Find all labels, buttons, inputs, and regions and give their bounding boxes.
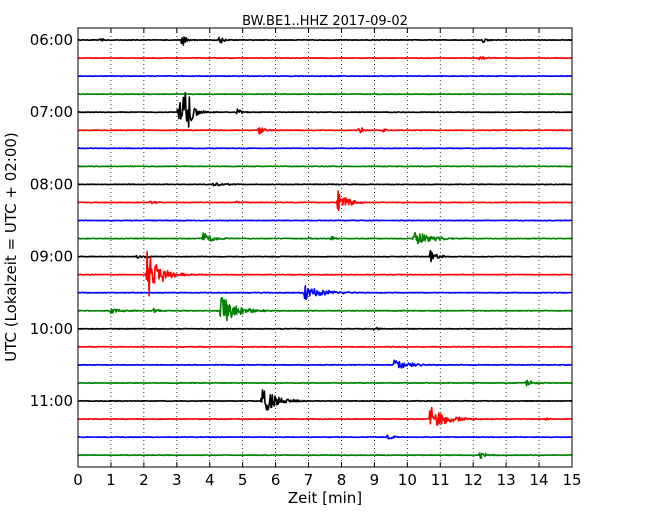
x-tick-label-12: 12 [464, 471, 483, 489]
x-axis-label: Zeit [min] [288, 489, 362, 507]
trace-0645 [77, 93, 573, 96]
chart-title: BW.BE1..HHZ 2017-09-02 [242, 14, 408, 29]
x-tick-label-10: 10 [398, 471, 417, 489]
x-tick-label-4: 4 [205, 471, 215, 489]
trace-1100 [77, 389, 573, 411]
trace-0815 [77, 190, 573, 212]
x-tick-label-1: 1 [106, 471, 116, 489]
y-tick-label-09:00: 09:00 [30, 248, 73, 266]
trace-0945 [77, 296, 573, 322]
x-tick-label-9: 9 [370, 471, 380, 489]
trace-0830 [77, 219, 573, 222]
trace-0845 [77, 231, 573, 245]
axes: 0 1 2 3 4 5 6 7 8 9 10 11 12 13 14 1506:0007:0008:0009:… [30, 27, 582, 489]
x-tick-label-15: 15 [562, 471, 581, 489]
trace-1000 [77, 326, 573, 331]
trace-1015 [77, 345, 573, 348]
x-tick-label-0: 0 [73, 471, 83, 489]
trace-0700 [77, 91, 573, 128]
trace-1045 [77, 379, 573, 387]
trace-0730 [77, 147, 573, 150]
x-tick-label-6: 6 [271, 471, 281, 489]
trace-0630 [77, 74, 573, 78]
seismic-traces [77, 36, 573, 460]
y-tick-label-08:00: 08:00 [30, 175, 73, 193]
y-tick-label-10:00: 10:00 [30, 320, 73, 338]
x-tick-label-5: 5 [238, 471, 248, 489]
x-tick-label-8: 8 [337, 471, 347, 489]
plot-frame [77, 27, 573, 468]
trace-0715 [77, 127, 573, 135]
y-tick-label-11:00: 11:00 [30, 392, 73, 410]
y-tick-label-07:00: 07:00 [30, 103, 73, 121]
trace-0930 [77, 285, 573, 301]
trace-0915 [77, 250, 573, 297]
trace-0615 [77, 56, 573, 61]
y-axis-label: UTC (Lokalzeit = UTC + 02:00) [2, 132, 20, 362]
trace-1030 [77, 359, 573, 369]
trace-1145 [77, 452, 573, 460]
trace-0900 [77, 249, 573, 263]
x-tick-label-13: 13 [497, 471, 516, 489]
trace-1115 [77, 406, 573, 426]
trace-0600 [77, 36, 573, 46]
y-tick-label-06:00: 06:00 [30, 31, 73, 49]
trace-1130 [77, 434, 573, 440]
trace-0800 [77, 182, 573, 187]
x-tick-label-14: 14 [530, 471, 549, 489]
trace-0745 [77, 165, 573, 168]
x-tick-label-7: 7 [304, 471, 314, 489]
x-tick-label-3: 3 [172, 471, 182, 489]
x-tick-label-2: 2 [139, 471, 149, 489]
x-tick-label-11: 11 [431, 471, 450, 489]
